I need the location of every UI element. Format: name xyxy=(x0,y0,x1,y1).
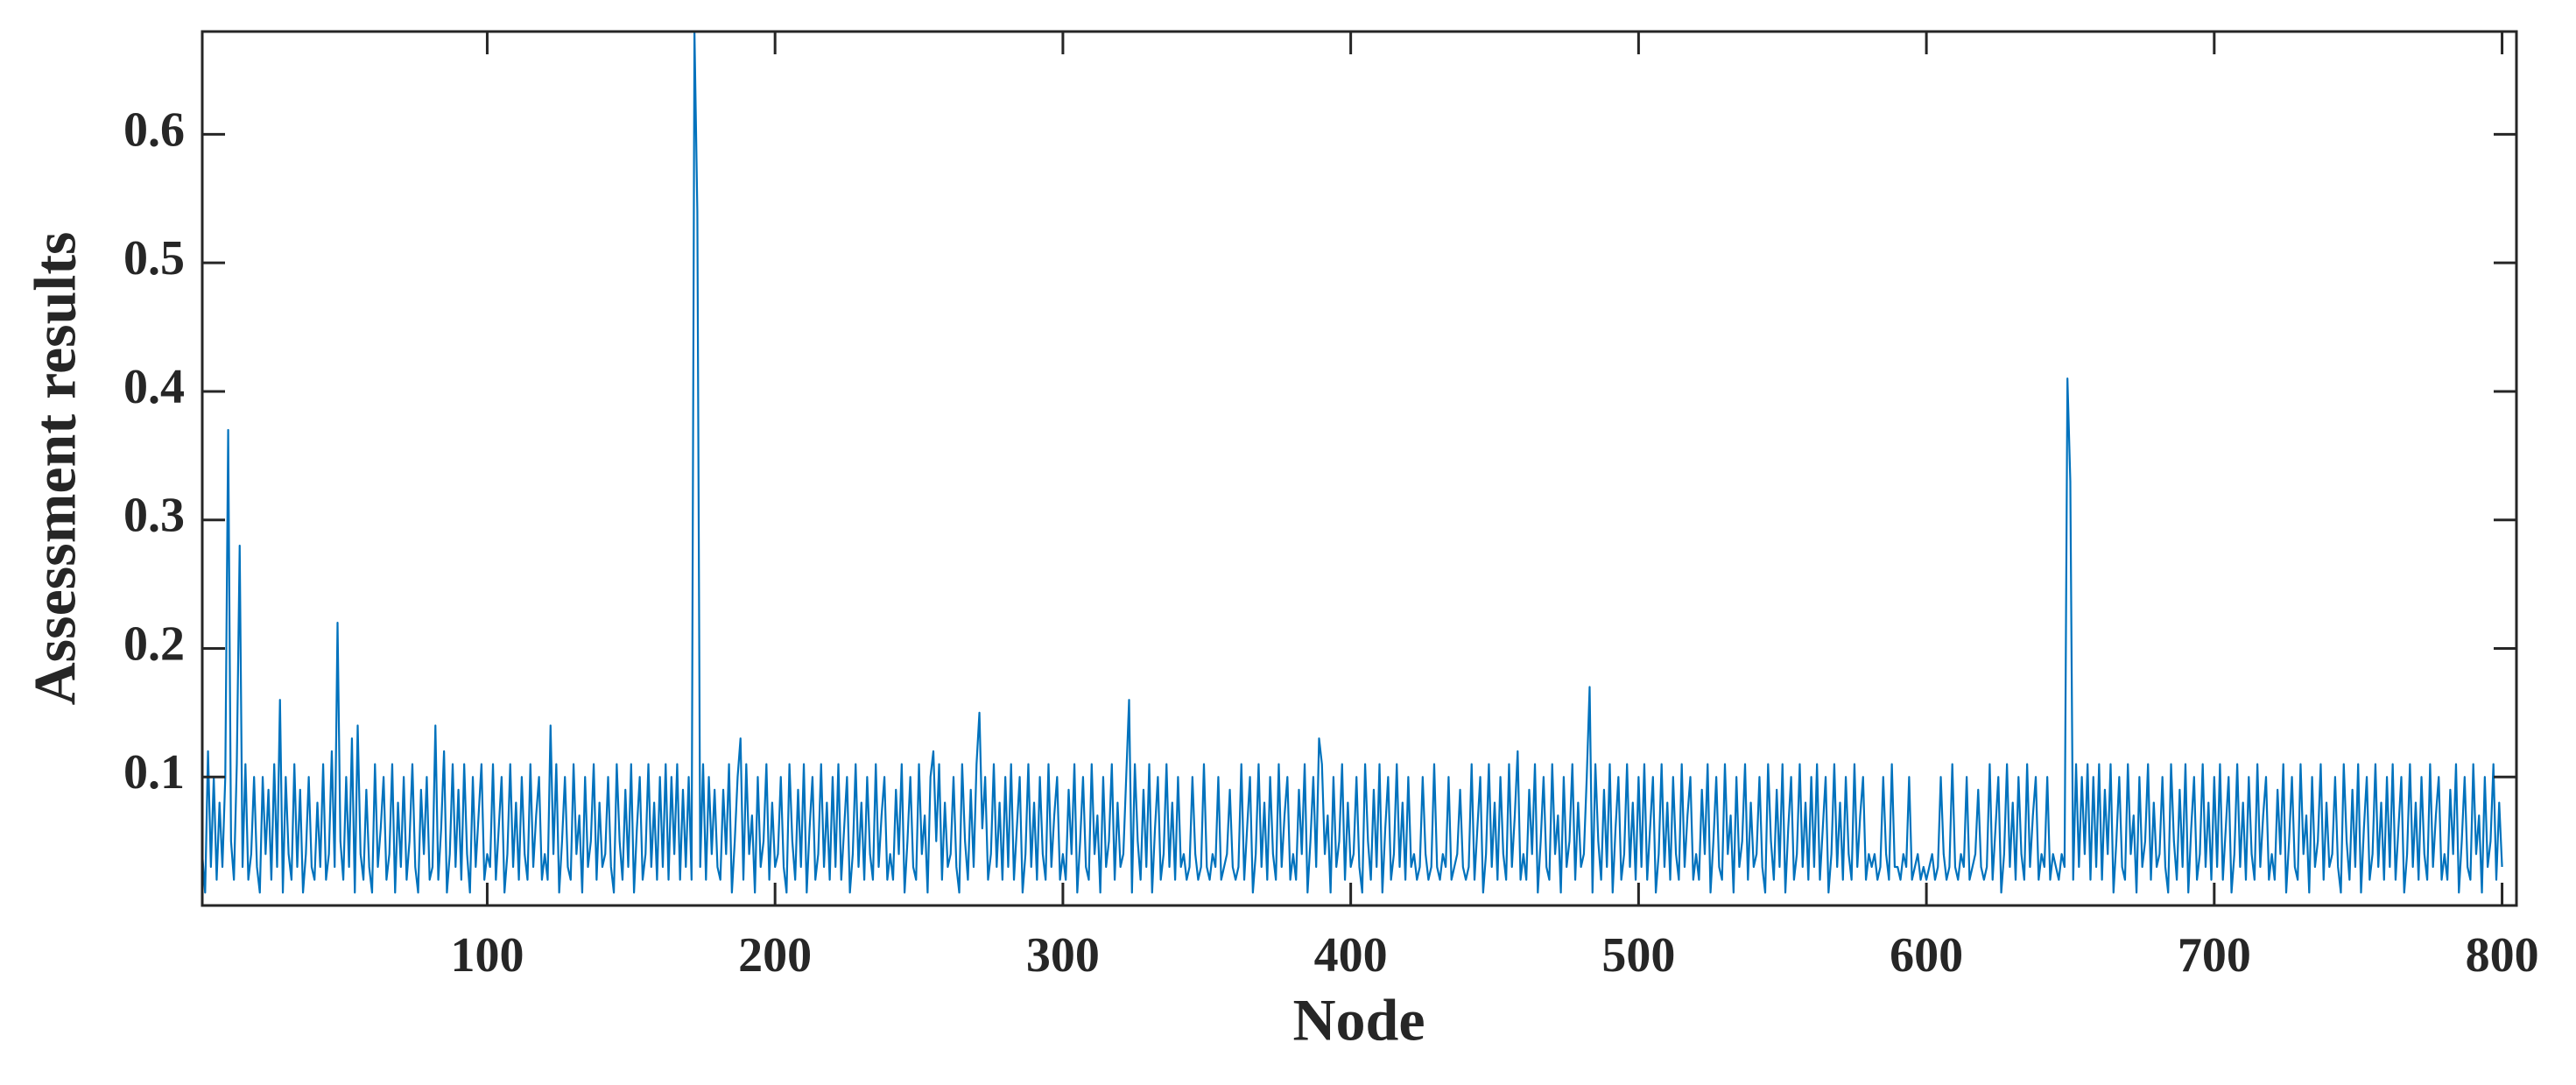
x-tick-label: 600 xyxy=(1890,928,1963,983)
x-tick-label: 700 xyxy=(2178,928,2251,983)
x-tick-label: 400 xyxy=(1314,928,1388,983)
x-tick-label: 300 xyxy=(1026,928,1100,983)
x-tick-label: 200 xyxy=(738,928,812,983)
plot-frame xyxy=(201,30,2518,907)
x-tick-label: 800 xyxy=(2466,928,2539,983)
y-tick-label: 0.6 xyxy=(123,102,185,157)
data-line xyxy=(201,30,2503,894)
x-tick-label: 100 xyxy=(450,928,524,983)
y-axis-title: Assessment results xyxy=(22,232,88,706)
x-tick-label: 500 xyxy=(1601,928,1675,983)
y-tick-label: 0.1 xyxy=(123,745,185,800)
y-tick-label: 0.4 xyxy=(123,360,185,414)
y-tick-label: 0.5 xyxy=(123,231,185,285)
y-tick-label: 0.3 xyxy=(123,489,185,543)
y-tick-label: 0.2 xyxy=(123,616,185,671)
x-axis-title: Node xyxy=(1292,987,1425,1053)
